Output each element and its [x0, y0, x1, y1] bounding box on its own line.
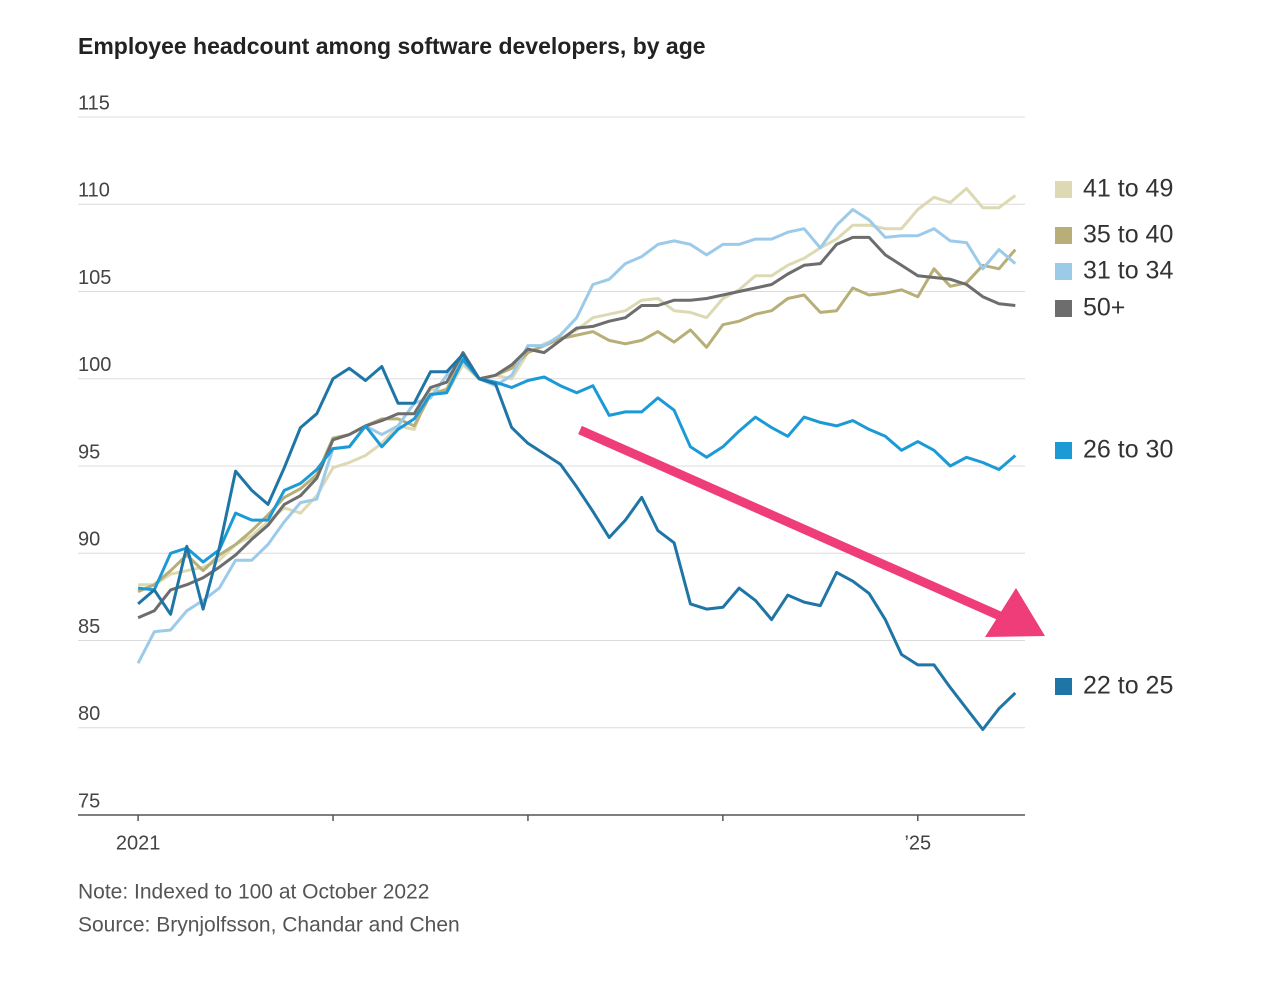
legend-label: 50+: [1083, 294, 1125, 322]
source: Source: Brynjolfsson, Chandar and Chen: [78, 914, 460, 937]
arrow-head: [985, 588, 1045, 637]
legend-swatch: [1055, 300, 1072, 317]
legend-label: 31 to 34: [1083, 257, 1173, 285]
series-line: [137, 235, 1016, 620]
y-tick-label: 75: [78, 790, 100, 812]
legend: 41 to 49 35 to 40 31 to 34 50+ 26 to 30 22 to…: [1055, 175, 1173, 700]
series-line: [137, 358, 1017, 592]
y-tick-label: 110: [78, 180, 110, 202]
legend-swatch: [1055, 442, 1072, 459]
y-tick-label: 115: [78, 92, 110, 114]
lines: [136, 187, 1017, 731]
y-tick-label: 100: [78, 354, 111, 376]
x-tick-label: 2021: [116, 832, 161, 854]
legend-label: 22 to 25: [1083, 672, 1173, 700]
legend-label: 41 to 49: [1083, 175, 1173, 203]
series-line: [136, 208, 1017, 664]
arrow-shaft: [578, 425, 1002, 621]
y-tick-label: 105: [78, 267, 111, 289]
legend-swatch: [1055, 678, 1072, 695]
legend-label: 26 to 30: [1083, 436, 1173, 464]
legend-swatch: [1055, 181, 1072, 198]
note: Note: Indexed to 100 at October 2022: [78, 881, 429, 904]
y-tick-label: 80: [78, 703, 100, 725]
legend-label: 35 to 40: [1083, 221, 1173, 249]
series-line: [137, 248, 1017, 593]
annotation-arrow: [578, 425, 1045, 637]
legend-swatch: [1055, 263, 1072, 280]
series-line: [137, 352, 1017, 731]
y-tick-label: 95: [78, 441, 100, 463]
y-tick-label: 90: [78, 529, 100, 551]
legend-swatch: [1055, 227, 1072, 244]
chart-title: Employee headcount among software develo…: [78, 33, 706, 59]
grid: 75 80 85 90 95 100 105 110 115 2021 ’25: [78, 92, 1025, 854]
y-tick-label: 85: [78, 616, 100, 638]
x-tick-label: ’25: [904, 832, 931, 854]
